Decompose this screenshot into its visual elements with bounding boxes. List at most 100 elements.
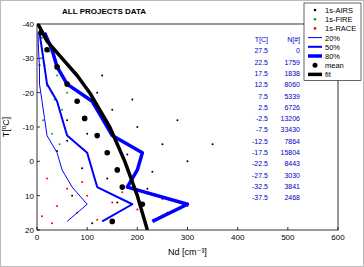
point xyxy=(104,150,110,156)
table-cell: -22.5 xyxy=(252,160,268,167)
table-cell: -12.5 xyxy=(252,138,268,145)
y-tick-label: -40 xyxy=(22,20,34,29)
x-tick xyxy=(187,227,188,230)
table-cell: 3841 xyxy=(284,183,300,190)
table-cell: 5339 xyxy=(284,93,300,100)
legend-swatch xyxy=(308,37,322,38)
plot-marks xyxy=(38,24,214,230)
y-tick xyxy=(37,161,40,162)
point xyxy=(151,171,153,173)
y-tick-label: -10 xyxy=(22,123,34,132)
table-header: T[C] xyxy=(255,36,268,44)
legend-swatch xyxy=(314,9,317,12)
page-border xyxy=(1,1,364,267)
x-axis-label: Nd [cm⁻³] xyxy=(168,247,207,257)
table-cell: -27.5 xyxy=(252,172,268,179)
legend-swatch xyxy=(308,54,322,58)
legend-swatch xyxy=(308,73,322,77)
point xyxy=(96,219,98,221)
legend-swatch xyxy=(314,18,317,21)
point xyxy=(42,119,44,121)
table-cell: -37.5 xyxy=(252,194,268,201)
point xyxy=(81,181,83,183)
point xyxy=(146,188,148,190)
point xyxy=(106,178,108,180)
legend-label: 20% xyxy=(325,34,340,43)
x-tick-label: 500 xyxy=(281,233,295,242)
point xyxy=(126,153,128,155)
point xyxy=(91,222,93,224)
legend-label: mean xyxy=(325,61,344,70)
point xyxy=(86,195,88,197)
series-line xyxy=(38,24,147,230)
point xyxy=(56,205,58,207)
x-tick-label: 100 xyxy=(80,233,94,242)
point xyxy=(64,81,70,87)
x-tick-label: 200 xyxy=(131,233,145,242)
legend-swatch xyxy=(308,46,322,48)
x-tick xyxy=(87,227,88,230)
y-tick xyxy=(37,92,40,93)
chart: ALL PROJECTS DATA0100200300400500600-40-… xyxy=(0,0,364,267)
point xyxy=(46,178,48,180)
point xyxy=(131,99,133,101)
x-tick-label: 0 xyxy=(35,233,40,242)
point xyxy=(71,195,73,197)
x-tick xyxy=(237,227,238,230)
point xyxy=(114,167,120,173)
legend-label: 50% xyxy=(325,43,340,52)
table-cell: 7864 xyxy=(284,138,300,145)
legend-label: fit xyxy=(325,70,332,79)
legend-box xyxy=(304,3,361,81)
point xyxy=(116,202,118,204)
point xyxy=(119,184,125,190)
y-tick-label: -20 xyxy=(22,89,34,98)
point xyxy=(66,119,68,121)
table-cell: 17.5 xyxy=(254,70,268,77)
point xyxy=(176,119,178,121)
table-cell: -7.5 xyxy=(256,126,268,133)
point xyxy=(111,109,113,111)
table-cell: 27.5 xyxy=(254,47,268,54)
x-tick-label: 600 xyxy=(331,233,345,242)
table-header: N[#] xyxy=(287,36,300,44)
table-cell: 2.5 xyxy=(258,104,268,111)
y-tick-label: -30 xyxy=(22,54,34,63)
point xyxy=(54,64,60,70)
table-cell: 6726 xyxy=(284,104,300,111)
point xyxy=(40,57,42,59)
point xyxy=(41,215,43,217)
point xyxy=(187,160,189,162)
x-tick-label: 300 xyxy=(181,233,195,242)
y-tick xyxy=(37,230,40,231)
table-cell: 13206 xyxy=(281,115,301,122)
y-tick xyxy=(37,127,40,128)
x-tick xyxy=(287,227,288,230)
legend-label: 1s-AIRS xyxy=(325,6,353,15)
table-cell: 1759 xyxy=(284,59,300,66)
point xyxy=(161,143,163,145)
table-cell: 12.5 xyxy=(254,81,268,88)
legend-label: 1s-RACE xyxy=(325,24,356,33)
point xyxy=(66,188,68,190)
legend-label: 80% xyxy=(325,52,340,61)
table-cell: 22.5 xyxy=(254,59,268,66)
legend-label: 1s-FIRE xyxy=(325,15,353,24)
point xyxy=(66,92,68,94)
point xyxy=(136,208,138,210)
plot-frame xyxy=(37,24,338,230)
point xyxy=(56,75,58,77)
y-axis-label: T[⁰C] xyxy=(1,117,11,138)
point xyxy=(136,126,138,128)
table-cell: 8060 xyxy=(284,81,300,88)
y-tick-label: 0 xyxy=(30,157,35,166)
point xyxy=(44,47,50,53)
point xyxy=(212,143,214,145)
point xyxy=(59,143,61,145)
point xyxy=(86,133,88,135)
point xyxy=(74,98,80,104)
legend-swatch xyxy=(314,27,317,30)
point xyxy=(66,140,68,142)
table-cell: 2468 xyxy=(284,194,300,201)
point xyxy=(81,167,83,169)
